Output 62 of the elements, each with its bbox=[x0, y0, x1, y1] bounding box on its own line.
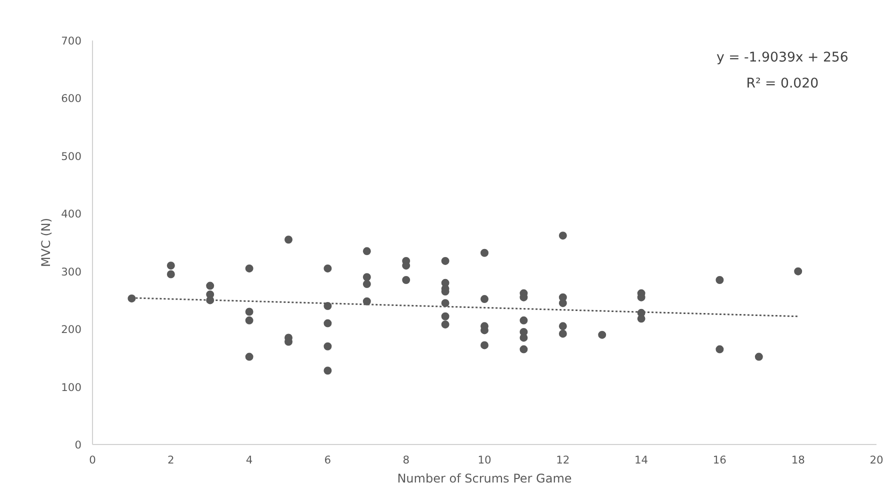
y-tick-label: 300 bbox=[61, 265, 82, 278]
x-tick-label: 10 bbox=[478, 454, 492, 466]
x-axis-title: Number of Scrums Per Game bbox=[397, 472, 572, 486]
y-tick-label: 0 bbox=[74, 438, 82, 452]
point bbox=[558, 322, 567, 330]
x-tick-label: 16 bbox=[712, 454, 727, 466]
point bbox=[637, 314, 646, 323]
point bbox=[128, 294, 136, 302]
x-tick-label: 2 bbox=[168, 454, 174, 466]
point bbox=[284, 236, 292, 244]
y-tick-label: 400 bbox=[61, 208, 82, 221]
x-tick-label: 14 bbox=[634, 454, 648, 466]
point bbox=[166, 262, 175, 270]
point bbox=[441, 312, 450, 320]
point bbox=[480, 341, 488, 350]
point bbox=[362, 273, 371, 282]
point bbox=[558, 330, 567, 338]
x-tick-label: 12 bbox=[556, 454, 570, 466]
point bbox=[362, 247, 371, 256]
point bbox=[716, 276, 724, 284]
point bbox=[362, 297, 371, 306]
point bbox=[520, 345, 528, 354]
point bbox=[558, 299, 567, 308]
point bbox=[558, 232, 567, 240]
point bbox=[794, 267, 802, 276]
point bbox=[206, 282, 214, 290]
point bbox=[324, 319, 332, 328]
y-tick-label: 600 bbox=[61, 92, 82, 106]
x-tick-label: 6 bbox=[324, 454, 332, 466]
point bbox=[166, 270, 175, 278]
x-tick-label: 4 bbox=[246, 454, 253, 466]
point bbox=[324, 302, 332, 310]
point bbox=[324, 264, 332, 272]
y-axis-title: MVC (N) bbox=[39, 218, 54, 268]
point bbox=[324, 366, 332, 375]
point bbox=[520, 334, 528, 342]
point bbox=[362, 280, 371, 288]
point bbox=[441, 320, 450, 328]
point bbox=[480, 248, 488, 257]
y-tick-label: 100 bbox=[61, 380, 82, 394]
point bbox=[520, 316, 528, 324]
point bbox=[245, 316, 254, 324]
point bbox=[716, 345, 724, 354]
point bbox=[441, 299, 450, 308]
x-tick-label: 0 bbox=[89, 454, 96, 466]
y-tick-label: 500 bbox=[61, 150, 82, 163]
point bbox=[245, 352, 254, 361]
x-tick-label: 20 bbox=[870, 454, 884, 466]
point bbox=[324, 342, 332, 350]
annotation: R² = 0.020 bbox=[746, 76, 819, 92]
y-tick-label: 700 bbox=[61, 34, 82, 48]
annotation: y = -1.9039x + 256 bbox=[716, 50, 848, 66]
point bbox=[441, 256, 450, 265]
y-tick-label: 200 bbox=[61, 323, 82, 336]
point bbox=[402, 276, 410, 284]
x-tick-label: 18 bbox=[791, 454, 806, 466]
point bbox=[245, 264, 254, 272]
point bbox=[480, 295, 488, 304]
point bbox=[598, 330, 606, 339]
point bbox=[754, 352, 763, 361]
x-tick-label: 8 bbox=[402, 454, 410, 466]
point bbox=[245, 308, 254, 316]
